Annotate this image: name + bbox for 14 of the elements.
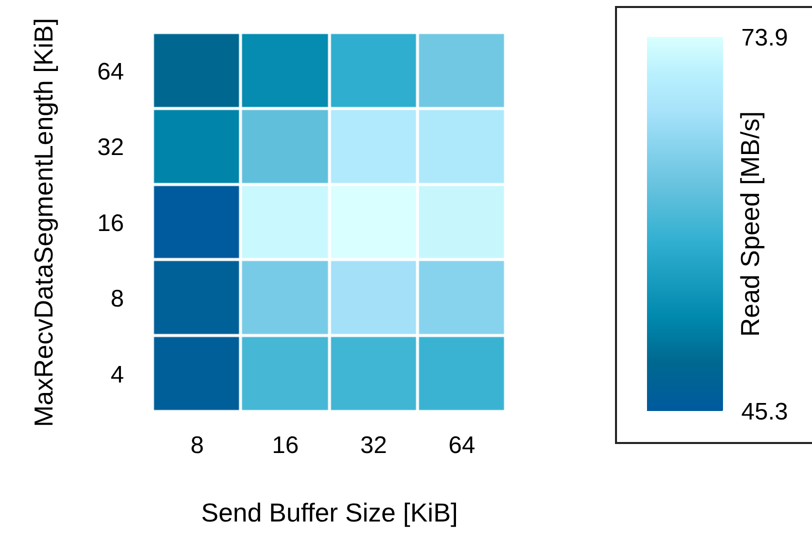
color-bar-label: 73.9 [741,24,788,52]
y-axis-title: MaxRecvDataSegmentLength [KiB] [28,18,59,427]
x-tick-label: 32 [360,432,387,459]
color-bar-label: 45.3 [741,398,788,426]
x-tick-label: 8 [190,432,204,459]
y-tick-label: 64 [97,58,124,86]
y-tick-label: 4 [110,362,124,388]
x-tick-label: 64 [448,432,476,459]
x-tick-label: 16 [272,432,299,459]
x-axis-title: Send Buffer Size [KiB] [201,498,458,528]
color-bar-title: Read Speed [MB/s] [735,111,765,337]
y-tick-label: 16 [97,210,124,237]
y-tick-label: 32 [97,134,124,162]
y-tick-label: 8 [110,286,124,313]
